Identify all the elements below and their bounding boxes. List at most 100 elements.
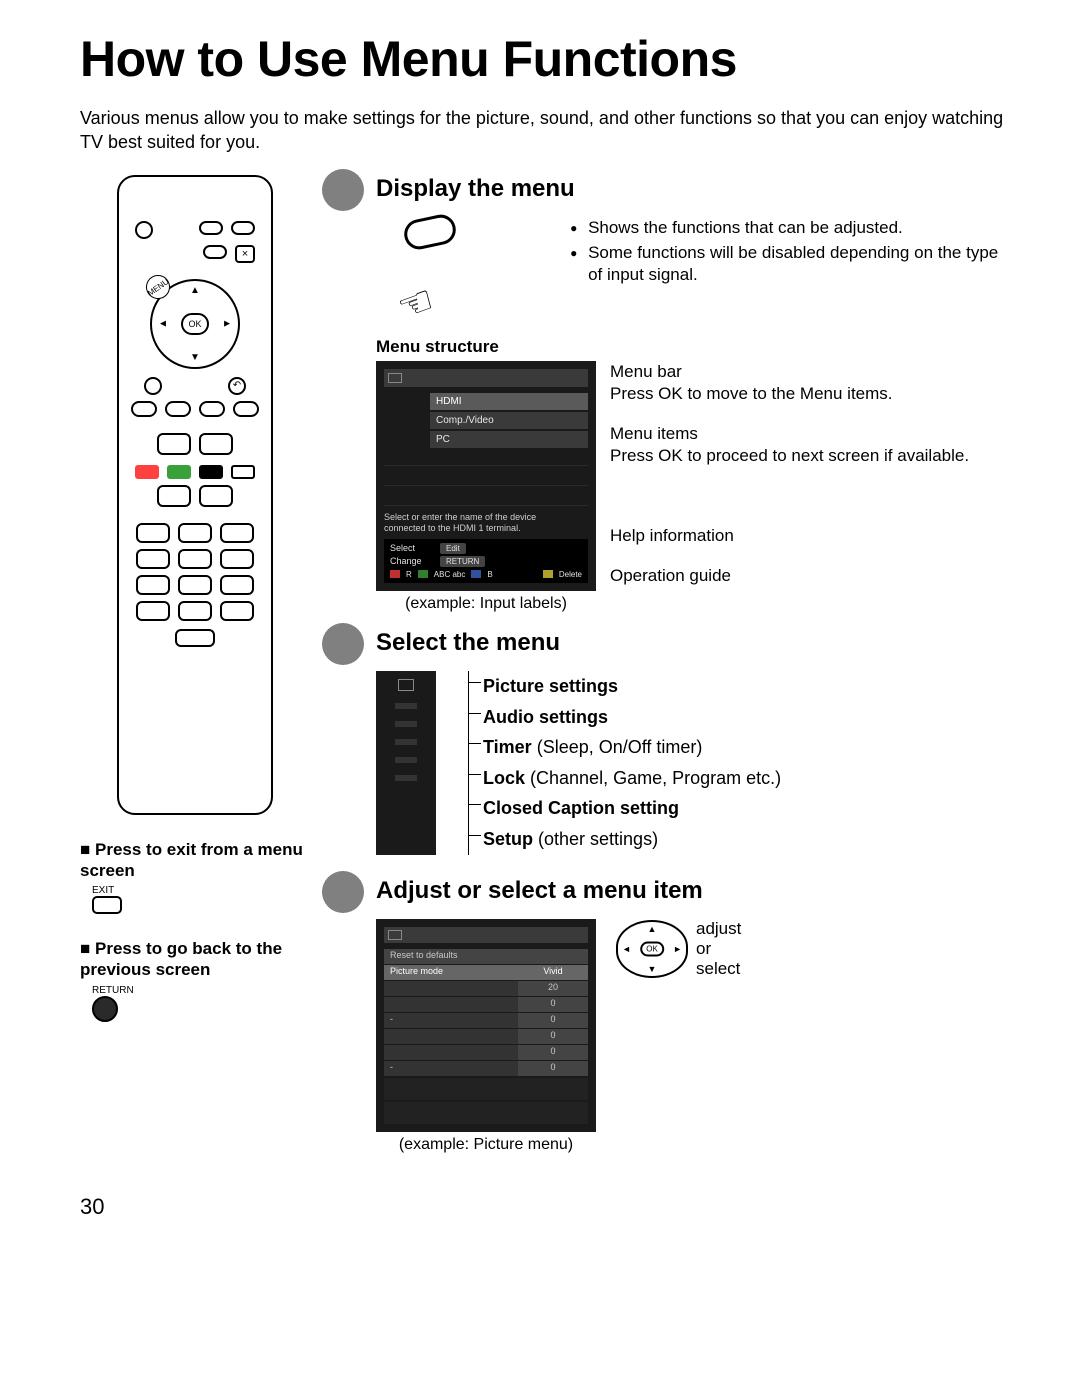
osd-item: Comp./Video xyxy=(430,412,588,429)
remote-button xyxy=(131,401,157,417)
remote-button xyxy=(203,245,227,259)
return-hint: Press to go back to the previous screen … xyxy=(80,938,310,1022)
nav-label: or xyxy=(696,939,741,959)
hand-icon: ☜ xyxy=(391,276,440,331)
yellow-button-icon xyxy=(231,465,255,479)
keypad-button xyxy=(136,523,170,543)
return-button-icon xyxy=(92,996,118,1022)
step1-header: Display the menu xyxy=(322,169,1010,211)
keypad-button xyxy=(178,523,212,543)
picture-row: 20 xyxy=(384,981,588,996)
step3-badge xyxy=(322,871,364,913)
osd-help-text: Select or enter the name of the device c… xyxy=(384,512,588,535)
menu-list-item: Lock (Channel, Game, Program etc.) xyxy=(483,763,781,794)
remote-button xyxy=(157,485,191,507)
keypad-button xyxy=(136,549,170,569)
osd-help-line: Select or enter the name of the device xyxy=(384,512,588,524)
exit-hint-title: Press to exit from a menu screen xyxy=(80,839,310,882)
picture-menu-panel: Reset to defaults Picture modeVivid200-0… xyxy=(376,919,596,1132)
step2-header: Select the menu xyxy=(322,623,1010,665)
annot-menuitems-sub: Press OK to proceed to next screen if av… xyxy=(610,445,969,467)
step1-example: (example: Input labels) xyxy=(376,595,596,613)
exit-label: EXIT xyxy=(92,885,310,896)
keypad-button xyxy=(178,575,212,595)
picture-row: 0 xyxy=(384,1045,588,1060)
dpad-icon: MENU ▲▼◄► OK xyxy=(150,279,240,369)
annot-menubar: Menu bar xyxy=(610,361,969,383)
osd-operation-guide: SelectEdit ChangeRETURN R ABC abc B Dele… xyxy=(384,539,588,583)
step3-header: Adjust or select a menu item xyxy=(322,871,1010,913)
page-number: 30 xyxy=(80,1194,1010,1220)
picture-row: 0 xyxy=(384,1029,588,1044)
step1-title: Display the menu xyxy=(376,169,575,203)
reset-row: Reset to defaults xyxy=(384,949,588,964)
annot-menuitems: Menu items xyxy=(610,423,969,445)
osd-help-line: connected to the HDMI 1 terminal. xyxy=(384,523,588,535)
power-icon xyxy=(135,221,153,239)
keypad-button xyxy=(220,523,254,543)
remote-button xyxy=(144,377,162,395)
opguide-select: Select xyxy=(390,543,430,553)
structure-annotations: Menu barPress OK to move to the Menu ite… xyxy=(610,361,969,613)
menu-list-item: Setup (other settings) xyxy=(483,824,781,855)
menu-list-panel xyxy=(376,671,436,855)
remote-button xyxy=(165,401,191,417)
keypad-button xyxy=(136,575,170,595)
tv-icon xyxy=(398,679,414,691)
left-column: × MENU ▲▼◄► OK ↶ Press to exit from a me… xyxy=(80,169,310,1154)
menu-list-item: Picture settings xyxy=(483,671,781,702)
picture-row: -0 xyxy=(384,1013,588,1028)
green-button-icon xyxy=(167,465,191,479)
opguide-edit: Edit xyxy=(440,543,466,554)
legend-b: B xyxy=(487,570,492,579)
close-icon: × xyxy=(235,245,255,263)
remote-button xyxy=(233,401,259,417)
annot-menubar-sub: Press OK to move to the Menu items. xyxy=(610,383,969,405)
return-icon: ↶ xyxy=(228,377,246,395)
return-hint-title: Press to go back to the previous screen xyxy=(80,938,310,981)
picture-row: 0 xyxy=(384,997,588,1012)
press-button-illustration: ☜ xyxy=(398,217,462,327)
keypad-button xyxy=(220,601,254,621)
picture-row: -0 xyxy=(384,1061,588,1076)
page-title: How to Use Menu Functions xyxy=(80,30,1010,88)
annot-help: Help information xyxy=(610,525,969,547)
keypad-button xyxy=(220,549,254,569)
bullet: Some functions will be disabled dependin… xyxy=(570,242,1010,288)
remote-button xyxy=(199,485,233,507)
remote-button xyxy=(199,433,233,455)
osd-item: PC xyxy=(430,431,588,448)
main-layout: × MENU ▲▼◄► OK ↶ Press to exit from a me… xyxy=(80,169,1010,1154)
nav-label: adjust xyxy=(696,919,741,939)
remote-button xyxy=(199,221,223,235)
remote-button xyxy=(157,433,191,455)
legend-g: ABC abc xyxy=(434,570,466,579)
navpad-illustration: ▲▼◄► OK adjust or select xyxy=(616,919,741,980)
osd-item: HDMI xyxy=(430,393,588,410)
keypad-button xyxy=(136,601,170,621)
red-button-icon xyxy=(135,465,159,479)
step3-example: (example: Picture menu) xyxy=(376,1136,596,1154)
ok-icon: OK xyxy=(640,942,664,957)
return-label: RETURN xyxy=(92,985,310,996)
menu-list-item: Timer (Sleep, On/Off timer) xyxy=(483,732,781,763)
step1-bullets: Shows the functions that can be adjusted… xyxy=(570,217,1010,327)
ok-button-icon: OK xyxy=(181,313,209,335)
opguide-change: Change xyxy=(390,556,430,566)
keypad-button xyxy=(178,549,212,569)
remote-button xyxy=(175,629,215,647)
nav-label: select xyxy=(696,959,741,979)
remote-button xyxy=(199,401,225,417)
opguide-return: RETURN xyxy=(440,556,485,567)
annot-opguide: Operation guide xyxy=(610,565,969,587)
remote-illustration: × MENU ▲▼◄► OK ↶ xyxy=(117,175,273,815)
menu-list-item: Audio settings xyxy=(483,702,781,733)
osd-menubar xyxy=(384,369,588,387)
step1-badge xyxy=(322,169,364,211)
osd-input-labels-panel: HDMI Comp./Video PC Select or enter the … xyxy=(376,361,596,591)
remote-button xyxy=(231,221,255,235)
menu-list-items: Picture settingsAudio settingsTimer (Sle… xyxy=(468,671,781,855)
exit-button-icon xyxy=(92,896,122,914)
step2-badge xyxy=(322,623,364,665)
tv-icon xyxy=(388,373,402,383)
